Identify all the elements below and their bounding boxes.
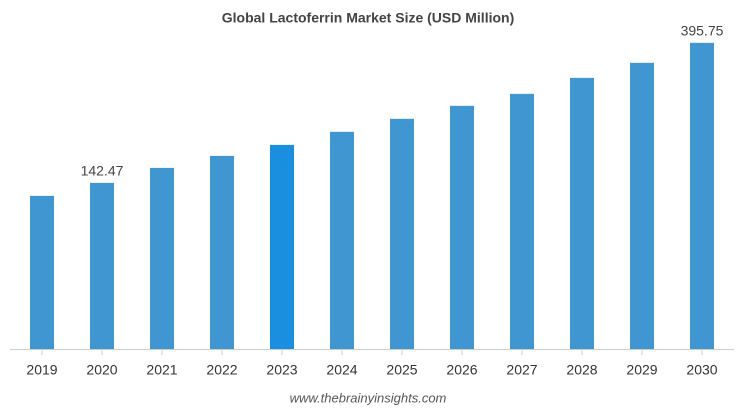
chart-title: Global Lactoferrin Market Size (USD Mill… [222, 10, 514, 26]
x-tick-label: 2025 [386, 362, 417, 378]
bar [270, 144, 294, 349]
x-tick-label: 2028 [566, 362, 597, 378]
bar [570, 77, 594, 349]
bar [30, 195, 54, 349]
bar [630, 62, 654, 349]
x-tick-label: 2027 [506, 362, 537, 378]
x-tick-label: 2026 [446, 362, 477, 378]
bar [390, 118, 414, 349]
x-tick-label: 2024 [326, 362, 357, 378]
bar [690, 42, 714, 350]
bar [450, 105, 474, 349]
x-tick-label: 2020 [86, 362, 117, 378]
bar [150, 167, 174, 349]
value-label: 142.47 [81, 163, 124, 179]
x-tick-label: 2019 [26, 362, 57, 378]
x-tick-label: 2023 [266, 362, 297, 378]
x-tick-label: 2029 [626, 362, 657, 378]
bar [90, 182, 114, 349]
source: www.thebrainyinsights.com [290, 390, 447, 405]
bar [210, 155, 234, 349]
x-tick-label: 2030 [686, 362, 717, 378]
x-tick-label: 2022 [206, 362, 237, 378]
x-tick-label: 2021 [146, 362, 177, 378]
value-label: 395.75 [681, 23, 724, 39]
bar [510, 93, 534, 349]
bar [330, 131, 354, 349]
